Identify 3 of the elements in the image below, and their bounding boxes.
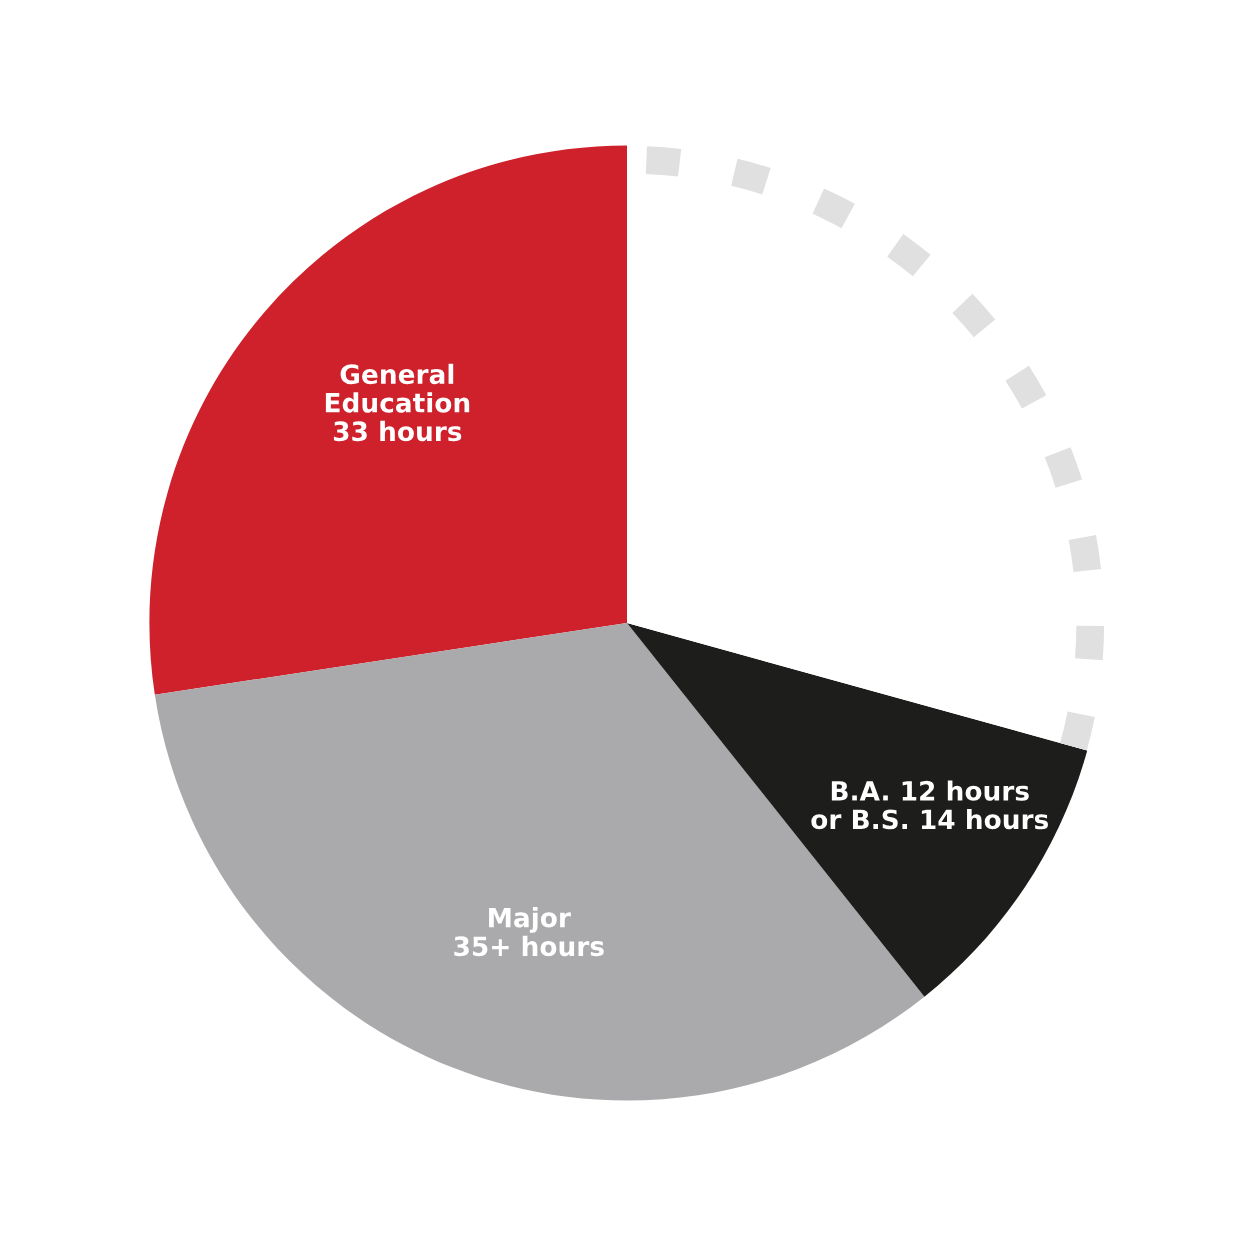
slice-label: B.A. 12 hours or B.S. 14 hours: [811, 780, 1048, 830]
slice-label: Major 35+ hours: [454, 907, 604, 957]
slice-label: General Education 33 hours: [325, 363, 470, 442]
